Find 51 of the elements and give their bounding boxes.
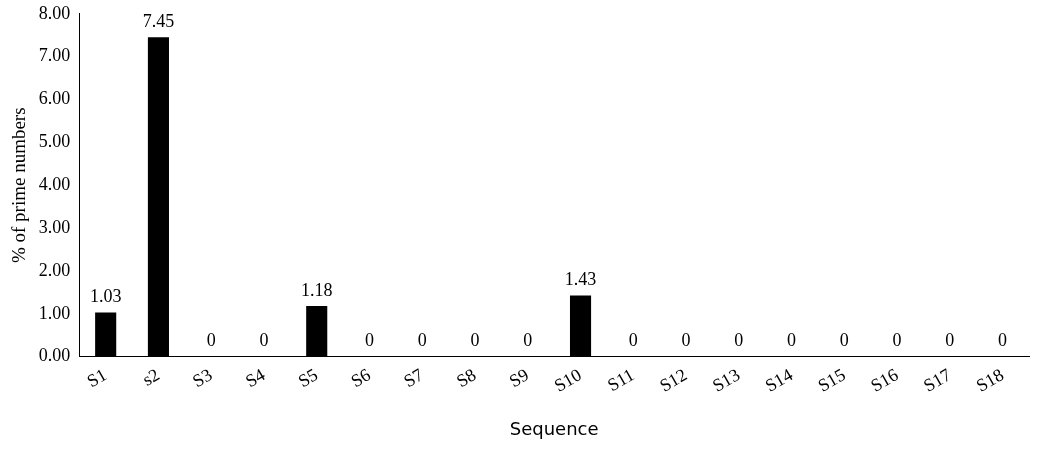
data-label: 7.45	[142, 11, 175, 32]
x-tick-label: s2	[138, 364, 163, 390]
x-tick-label: S18	[972, 364, 1007, 396]
x-tick-label: S16	[867, 364, 902, 396]
x-tick-label: S6	[347, 364, 374, 392]
data-label: 0	[945, 330, 955, 351]
x-tick-label: S3	[189, 364, 216, 392]
y-tick-label: 5.00	[38, 131, 71, 152]
y-tick-label: 4.00	[38, 173, 71, 194]
x-tick-label: S15	[814, 364, 849, 396]
x-tick-label: S1	[83, 364, 111, 392]
bar	[147, 37, 169, 357]
data-label: 0	[681, 330, 691, 351]
data-label: 0	[839, 330, 849, 351]
data-label: 0	[892, 330, 902, 351]
data-label: 0	[998, 330, 1008, 351]
x-tick-label: S10	[550, 364, 585, 396]
y-tick-label: 0.00	[38, 345, 71, 366]
x-tick-label: S14	[761, 364, 796, 396]
data-label: 0	[364, 330, 374, 351]
x-axis-title: Sequence	[509, 417, 599, 439]
bar	[95, 312, 117, 357]
data-label: 1.03	[89, 286, 122, 307]
data-label: 1.18	[300, 279, 333, 300]
data-label: 0	[259, 330, 269, 351]
x-tick-label: S12	[656, 364, 691, 396]
y-tick-label: 3.00	[38, 216, 71, 237]
x-tick-label: S7	[400, 364, 427, 392]
y-tick-label: 7.00	[38, 45, 71, 66]
data-label: 0	[417, 330, 427, 351]
bar	[569, 295, 592, 357]
x-tick-label: S9	[505, 364, 533, 392]
data-label: 0	[470, 330, 480, 351]
y-tick-label: 1.00	[38, 302, 71, 323]
x-tick-label: S8	[452, 364, 480, 392]
x-tick-label: S17	[919, 364, 955, 396]
data-label: 0	[523, 330, 533, 351]
x-tick-label: S5	[294, 364, 322, 392]
data-label: 0	[734, 330, 744, 351]
x-tick-label: S13	[708, 364, 744, 396]
bar	[306, 306, 328, 357]
y-tick-label: 6.00	[38, 88, 71, 109]
data-label: 1.43	[564, 269, 597, 290]
x-tick-label: S11	[603, 364, 638, 396]
y-axis-title: % of prime numbers	[8, 107, 30, 264]
y-tick-label: 8.00	[38, 2, 71, 23]
x-tick-label: S4	[241, 364, 269, 392]
data-label: 0	[787, 330, 797, 351]
data-label: 0	[628, 330, 638, 351]
data-label: 0	[206, 330, 216, 351]
y-tick-label: 2.00	[38, 259, 71, 280]
